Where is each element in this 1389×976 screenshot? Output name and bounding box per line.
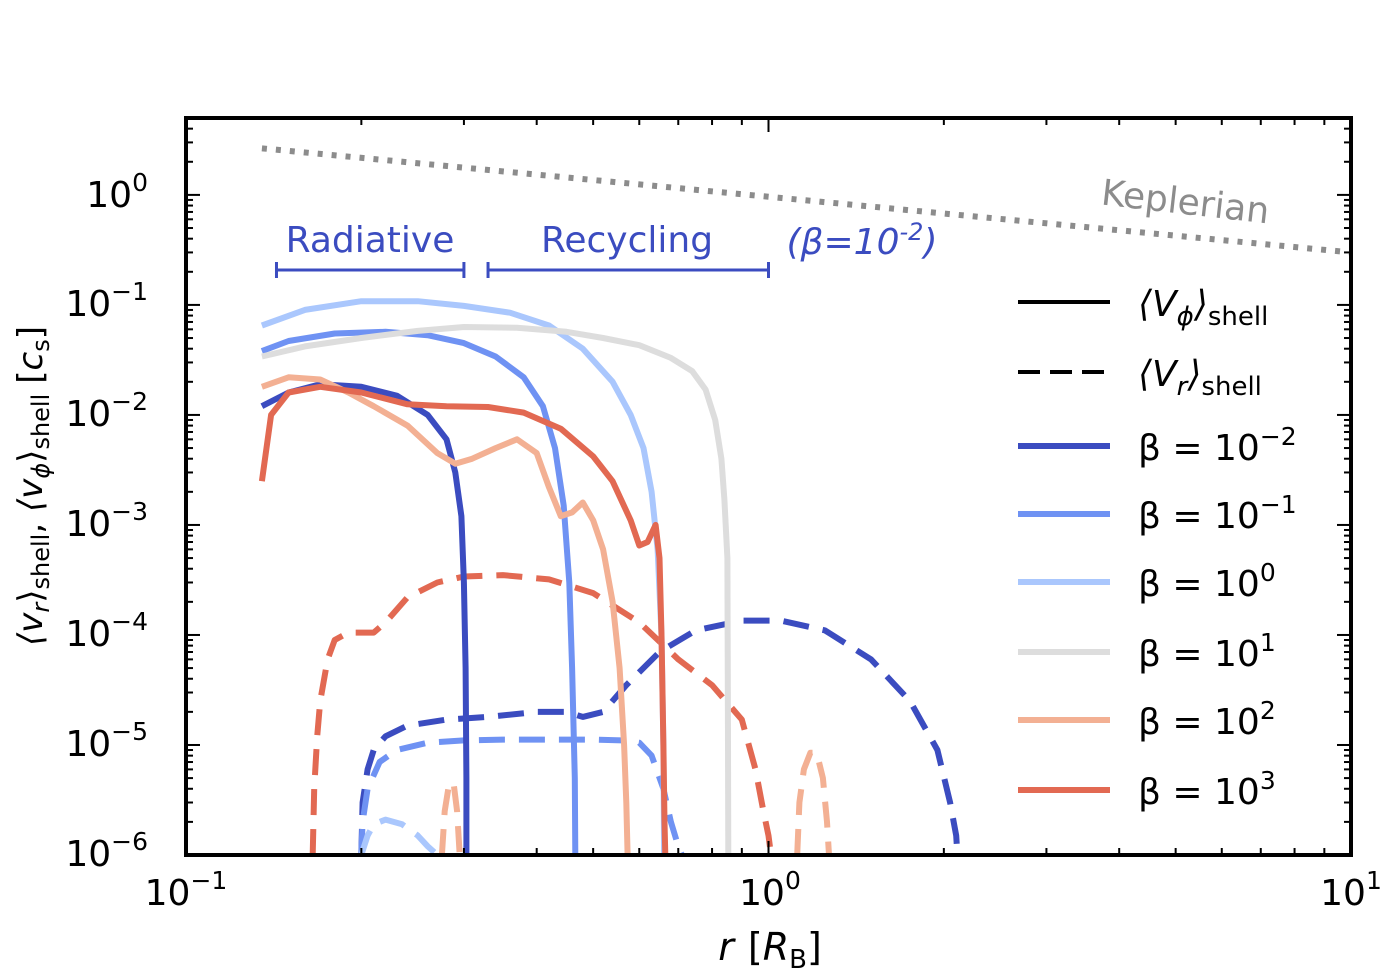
series-dashed-line (358, 736, 685, 855)
series-solid-line (261, 324, 732, 855)
tick-layer (185, 117, 1351, 856)
series-dashed-line (358, 617, 961, 855)
x-tick-label: 10−1 (145, 866, 228, 914)
series-solid-line (258, 383, 669, 855)
legend-label-beta: β = 101 (1138, 628, 1276, 675)
y-tick-label: 10−2 (65, 387, 148, 435)
legend-label-beta: β = 103 (1138, 766, 1276, 813)
x-axis-label: r [RB] (718, 925, 822, 975)
series-dashed-line (358, 816, 440, 855)
legend-label-beta: β = 102 (1138, 696, 1276, 743)
x-tick-label: 101 (1320, 866, 1382, 914)
legend-label-beta: β = 100 (1138, 558, 1276, 605)
series-dashed-line (309, 572, 774, 855)
y-axis-label: ⟨vr⟩shell, ⟨vϕ⟩shell[cs] (11, 326, 55, 646)
series-layer (258, 145, 1351, 855)
y-tick-label: 10−1 (65, 277, 148, 325)
y-tick-label: 10−3 (65, 497, 148, 545)
series-solid-line (260, 328, 579, 855)
annotation-recycling: Recycling (541, 220, 713, 261)
legend-label-vphi: ⟨Vϕ⟩shell (1138, 284, 1268, 332)
y-tick-label: 10−4 (65, 607, 148, 655)
recycling-bracket (486, 262, 770, 278)
annotation-radiative: Radiative (286, 220, 455, 261)
series-solid-line (260, 374, 631, 855)
series-dashed-line (438, 780, 463, 855)
y-tick-label: 100 (86, 168, 148, 216)
legend-label-vr: ⟨Vr⟩shell (1138, 354, 1262, 402)
legend-label-beta: β = 10−2 (1138, 422, 1297, 469)
x-tick-label: 100 (739, 866, 801, 914)
keplerian-line (261, 145, 1351, 256)
series-dashed-line (794, 749, 832, 855)
y-tick-label: 10−5 (65, 717, 148, 765)
legend-label-beta: β = 10−1 (1138, 490, 1297, 537)
legend: ⟨Vϕ⟩shell ⟨Vr⟩shell β = 10−2 β = 10−1 β … (1018, 284, 1297, 813)
radiative-bracket (274, 262, 466, 278)
annotation-keplerian: Keplerian (1099, 173, 1271, 233)
y-tick-label: 10−6 (65, 827, 148, 875)
annotation-beta-note: (β=10-2) (787, 218, 938, 263)
